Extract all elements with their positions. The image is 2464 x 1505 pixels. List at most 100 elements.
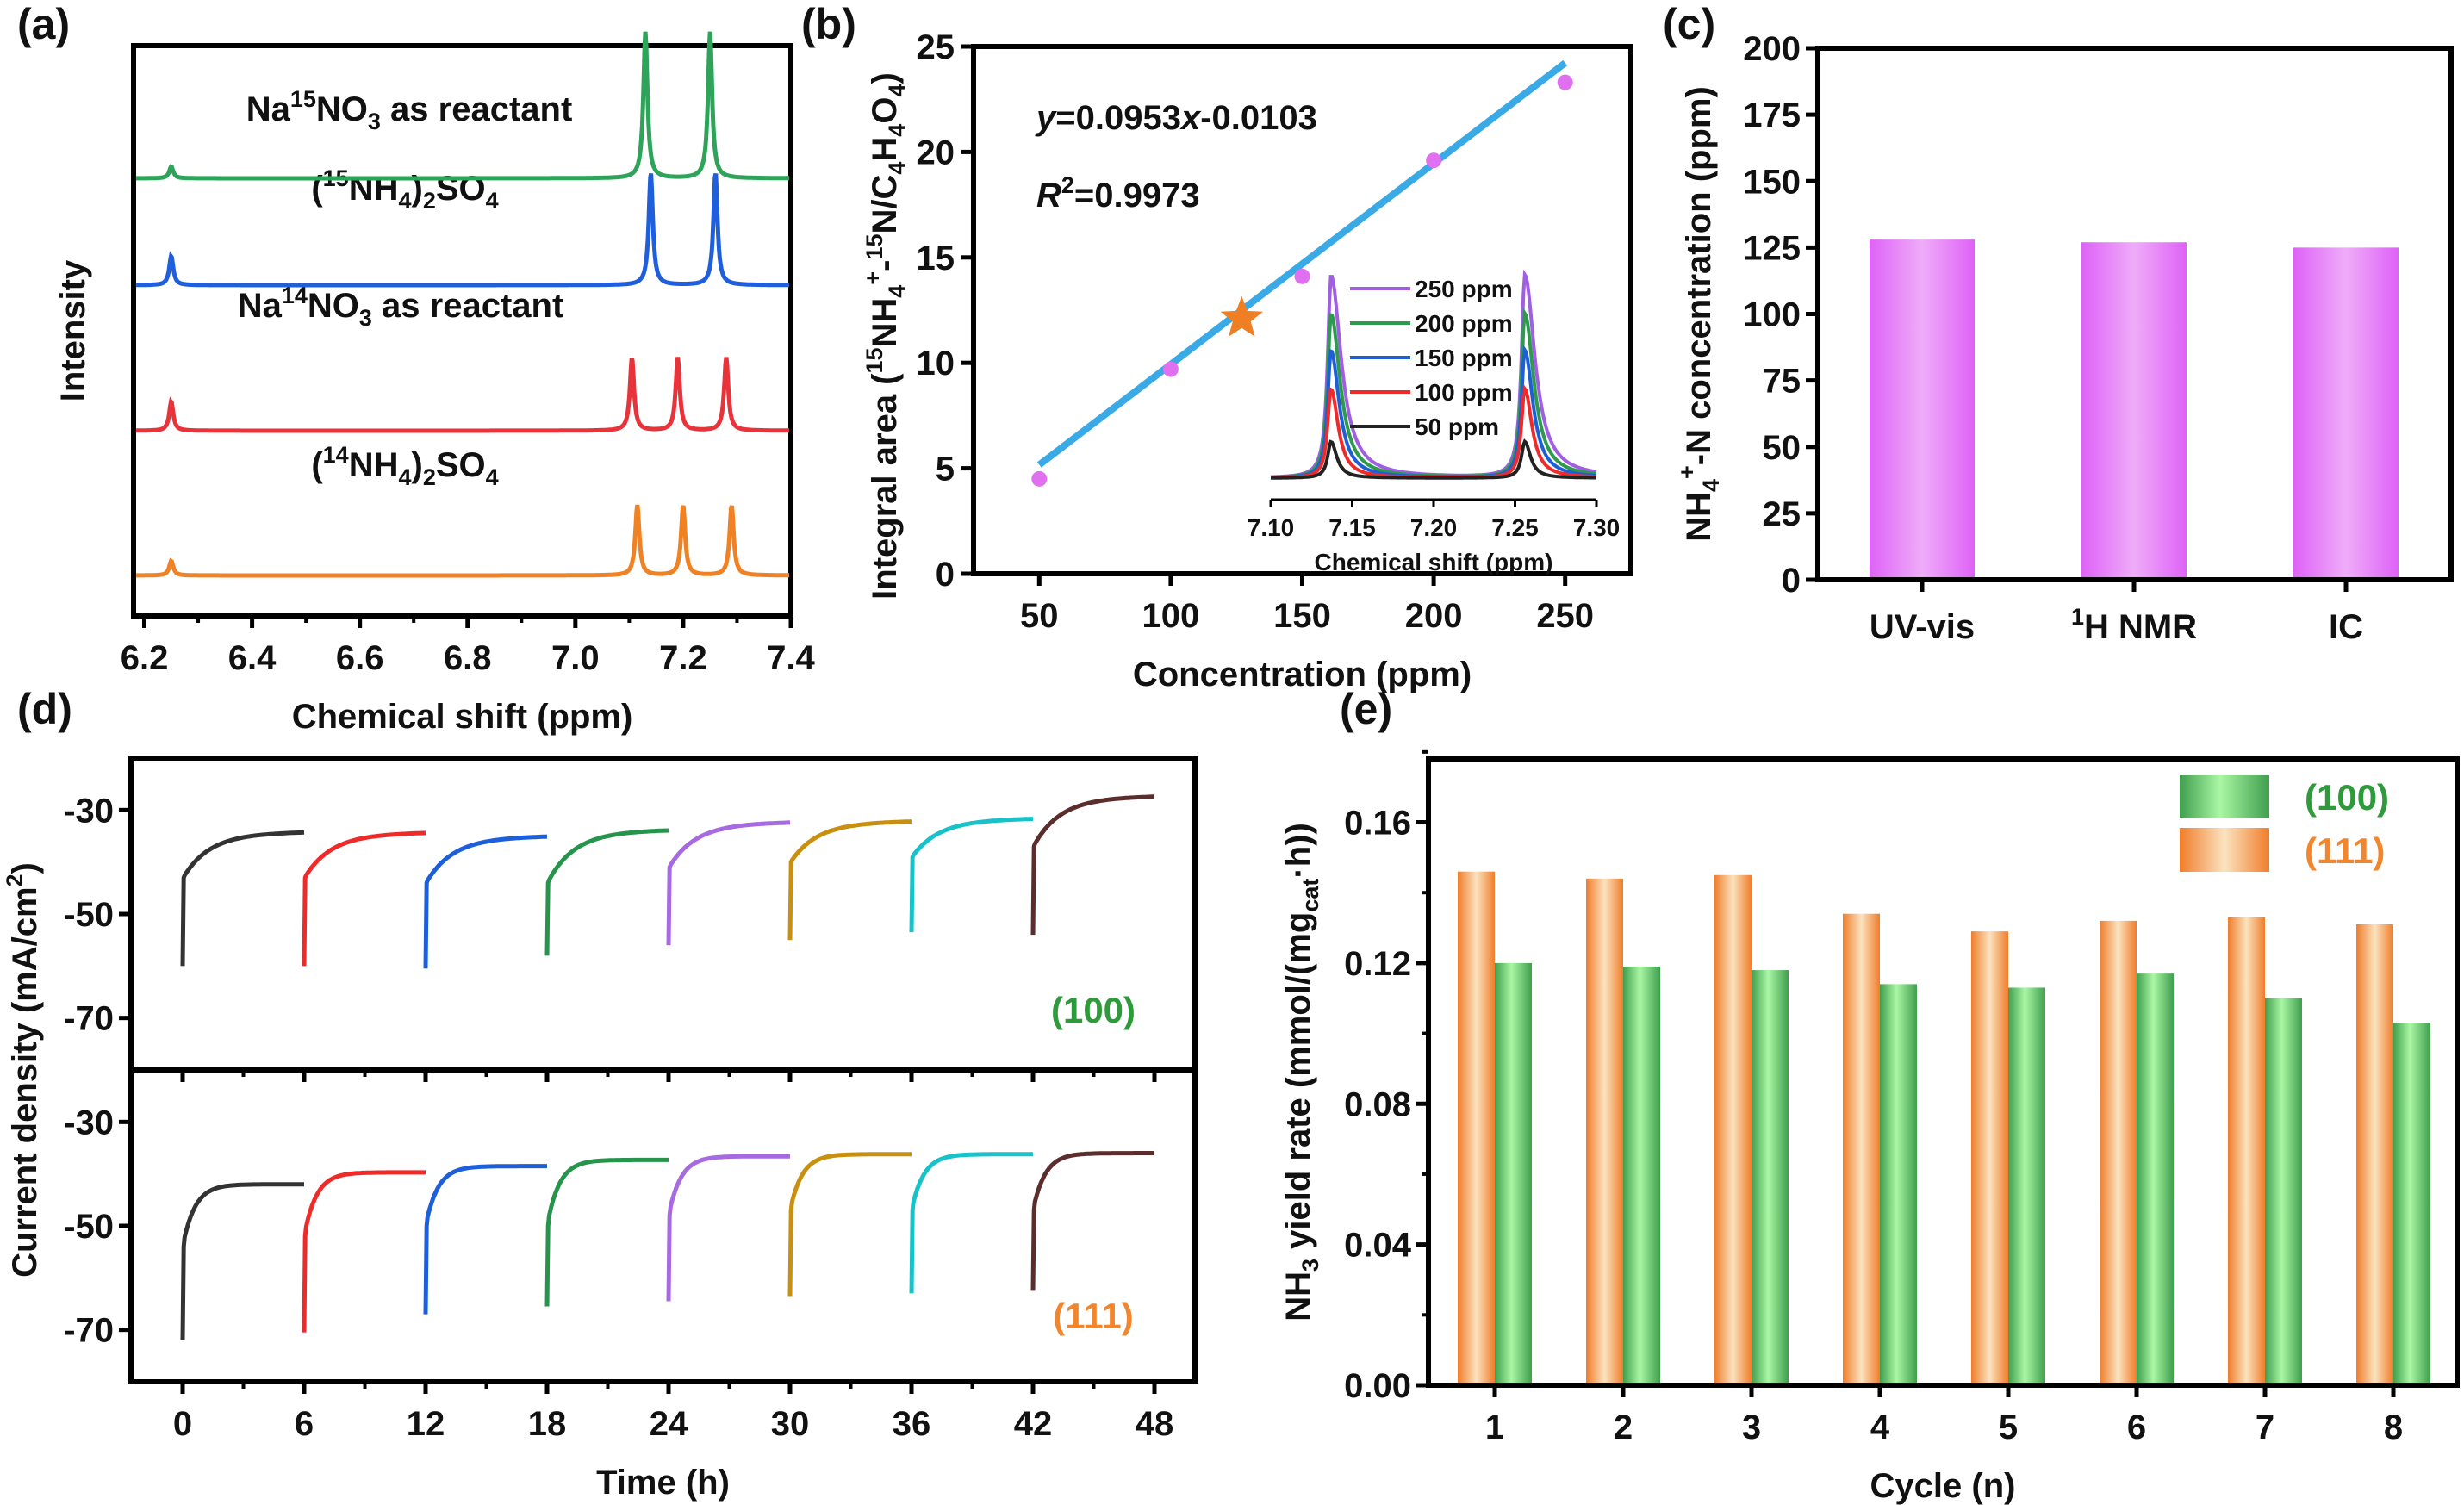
panel-label-d: (d) (17, 685, 72, 733)
y-axis-title: Intensity (54, 259, 92, 401)
bar (1870, 239, 1975, 580)
inset-spectrum (1271, 438, 1596, 480)
inset-x-tick-label: 7.25 (1491, 514, 1539, 541)
current-trace (1030, 794, 1155, 936)
inset-x-tick-label: 7.30 (1573, 514, 1621, 541)
y-tick-label: 75 (1763, 363, 1801, 401)
y-tick-label: 0.00 (1344, 1367, 1411, 1405)
current-trace (666, 820, 791, 946)
x-tick-label: 8 (2384, 1409, 2403, 1446)
legend-label-100: (100) (2305, 777, 2389, 818)
bar-111 (2228, 917, 2265, 1385)
legend-swatch-100 (2180, 775, 2269, 818)
x-tick-label: 6 (295, 1405, 314, 1443)
bar-100 (1623, 966, 1660, 1385)
x-tick-label: 30 (771, 1405, 810, 1443)
bar-100 (1495, 962, 1532, 1385)
bar-100 (2393, 1023, 2430, 1385)
panel-label-e: (e) (1340, 685, 1392, 733)
bar-111 (1714, 874, 1752, 1385)
inset-legend-label: 100 ppm (1415, 379, 1513, 406)
data-point (1031, 470, 1048, 487)
bar-100 (2008, 987, 2045, 1385)
plot-frame (131, 43, 793, 619)
y-tick-label: -50 (64, 896, 114, 934)
spectrum-label: (14NH4)2SO4 (311, 442, 498, 490)
x-tick-label: 3 (1742, 1409, 1761, 1446)
y-tick-label: 0 (1782, 562, 1801, 600)
current-trace (180, 1182, 305, 1340)
data-point (1294, 268, 1310, 284)
bar-111 (1843, 913, 1880, 1385)
current-trace (787, 819, 912, 941)
x-tick-label: 6.6 (336, 639, 384, 677)
x-axis-title: Chemical shift (ppm) (292, 698, 633, 736)
x-tick-label: 7 (2256, 1409, 2274, 1446)
r-squared: R2=0.9973 (1036, 172, 1200, 215)
spectrum-label: (15NH4)2SO4 (311, 165, 498, 214)
bar-100 (1880, 984, 1917, 1385)
data-point (1557, 74, 1573, 90)
current-trace (423, 834, 548, 969)
current-trace (787, 1152, 912, 1297)
y-tick-label: 0 (936, 556, 955, 594)
facet-label: (111) (1053, 1296, 1133, 1336)
bar-111 (2356, 924, 2393, 1385)
y-tick-label: -50 (64, 1208, 114, 1246)
y-tick-label: 150 (1743, 163, 1801, 201)
y-tick-label: 0.16 (1344, 805, 1411, 843)
y-tick-label: 10 (917, 345, 955, 382)
nmr-spectrum (136, 357, 790, 433)
inset-legend-label: 200 ppm (1415, 310, 1513, 337)
y-tick-label: 200 (1743, 30, 1801, 68)
y-tick-label: 0.12 (1344, 945, 1411, 983)
panel-a: (a) 6.2 6.4 6.6 6.8 7.0 7.2 7.4 Chemical shift (… (17, 0, 816, 736)
x-tick-label: 12 (407, 1405, 445, 1443)
y-tick-label: 20 (917, 134, 955, 171)
x-tick-label: 6.8 (444, 639, 492, 677)
x-tick-label: 5 (1999, 1409, 2018, 1446)
current-trace (302, 1170, 426, 1333)
x-tick-label: 250 (1536, 597, 1594, 635)
inset-legend-label: 150 ppm (1415, 345, 1513, 371)
y-tick-label: -30 (64, 792, 114, 830)
y-tick-label: -70 (64, 1000, 114, 1038)
x-tick-label: 100 (1142, 597, 1200, 635)
current-trace (666, 1154, 791, 1302)
star-marker (1220, 295, 1263, 337)
y-axis-title: NH3 yield rate (mmol/(mgcat·h)) (1279, 823, 1323, 1322)
current-trace (544, 828, 669, 956)
bar-111 (2100, 920, 2137, 1385)
data-point (1162, 361, 1179, 377)
current-trace (909, 1152, 1034, 1294)
x-axis-title: Concentration (ppm) (1133, 656, 1472, 693)
x-axis-title: Time (h) (596, 1464, 730, 1502)
panel-e: (e) 1 2 3 4 5 6 7 8 0.00 0.04 0.08 0.12 0.16 Cycle (n)… (1279, 685, 2460, 1505)
x-tick-label: 200 (1405, 597, 1463, 635)
y-axis-title: Current density (mA/cm2) (2, 862, 44, 1278)
bar-111 (1586, 878, 1623, 1385)
inset-legend-label: 250 ppm (1415, 276, 1513, 302)
x-tick-label: 150 (1273, 597, 1331, 635)
y-tick-label: -70 (64, 1312, 114, 1350)
fit-equation: y=0.0953x-0.0103 (1035, 99, 1317, 137)
x-tick-label: 6.4 (228, 639, 277, 677)
current-trace (1030, 1151, 1155, 1291)
x-tick-label: UV-vis (1870, 608, 1975, 646)
y-tick-label: -30 (64, 1104, 114, 1141)
x-tick-label: 0 (173, 1405, 192, 1443)
inset-x-tick-label: 7.10 (1248, 514, 1295, 541)
y-tick-label: 125 (1743, 229, 1801, 267)
current-trace (180, 830, 305, 967)
x-tick-label: 2 (1614, 1409, 1633, 1446)
bar-100 (2265, 998, 2302, 1385)
plot-frame (1426, 756, 2460, 1388)
x-tick-label: 6.2 (121, 639, 169, 677)
inset-x-axis-title: Chemical shift (ppm) (1315, 549, 1553, 575)
y-tick-label: 175 (1743, 96, 1801, 134)
spectrum-label: Na15NO3 as reactant (246, 86, 573, 134)
nmr-spectrum (136, 504, 790, 578)
x-tick-label: 1H NMR (2071, 604, 2197, 646)
panel-label-a: (a) (17, 0, 70, 48)
x-tick-label: 48 (1136, 1405, 1174, 1443)
